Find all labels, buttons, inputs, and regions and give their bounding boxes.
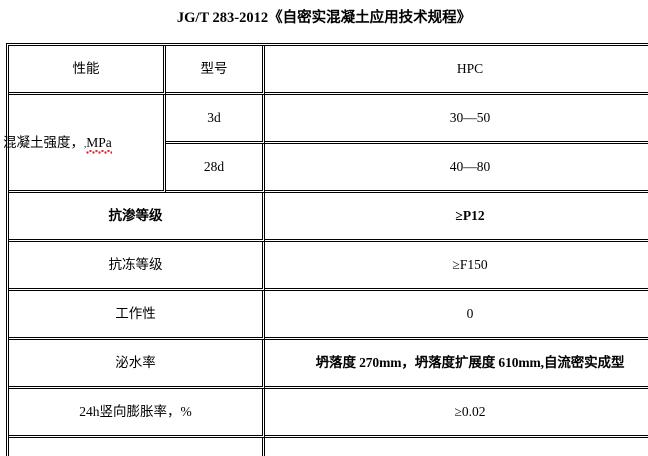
cell-property-concrete-strength: 混凝土强度，,MPa: [3, 95, 166, 193]
table-row: 抗冻等级 ≥F150: [9, 242, 648, 291]
document-page: JG/T 283-2012《自密实混凝土应用技术规程》 性能 型号 HPC 混凝…: [3, 10, 648, 456]
concrete-strength-label: 混凝土强度，,MPa: [3, 134, 173, 150]
cell-property-workability: 工作性: [9, 291, 265, 340]
cell-property-vertical-expansion-24h: 24h竖向膨胀率，%: [9, 389, 265, 438]
table-row: 混凝土强度，,MPa 3d 30—50: [3, 95, 648, 193]
cell-value-bleeding-rate: 坍落度 270mm，坍落度扩展度 610mm,自流密实成型: [265, 340, 648, 389]
table-row: 抗渗等级 ≥P12: [9, 193, 648, 242]
document-title: JG/T 283-2012《自密实混凝土应用技术规程》: [176, 10, 472, 26]
cell-value-strength-3d: 30—50: [265, 95, 648, 144]
cell-model-3d: 3d: [166, 95, 265, 144]
header-cell-value: HPC: [265, 46, 648, 95]
cell-value-vertical-expansion-24h: ≥0.02: [265, 389, 648, 438]
spec-table-container: 性能 型号 HPC 混凝土强度，,MPa 3d 30—50 28d 40—80 …: [3, 43, 648, 456]
table-header-row: 性能 型号 HPC: [9, 46, 648, 95]
cell-value-frost-grade: ≥F150: [265, 242, 648, 291]
concrete-strength-comma: ,: [84, 138, 86, 148]
concrete-spec-table: 性能 型号 HPC 混凝土强度，,MPa 3d 30—50 28d 40—80 …: [3, 43, 648, 456]
cell-value-strength-28d: 40—80: [265, 144, 648, 193]
table-row: 24h竖向膨胀率，% ≥0.02: [9, 389, 648, 438]
cell-property-bleeding-rate: 泌水率: [9, 340, 265, 389]
header-cell-model: 型号: [166, 46, 265, 95]
table-row: 28d 40—80: [9, 144, 648, 193]
cell-property-frost-grade: 抗冻等级: [9, 242, 265, 291]
cell-property-impermeability-grade: 抗渗等级: [9, 193, 265, 242]
concrete-strength-text: 混凝土强度，: [3, 134, 84, 150]
cell-value-impermeability-grade: ≥P12: [265, 193, 648, 242]
table-row: 工作性 0: [9, 291, 648, 340]
cell-model-28d: 28d: [166, 144, 265, 193]
concrete-strength-unit: MPa: [86, 134, 112, 154]
table-row: 泌水率 坍落度 270mm，坍落度扩展度 610mm,自流密实成型: [9, 340, 648, 389]
header-cell-property: 性能: [9, 46, 166, 95]
cell-value-workability: 0: [265, 291, 648, 340]
